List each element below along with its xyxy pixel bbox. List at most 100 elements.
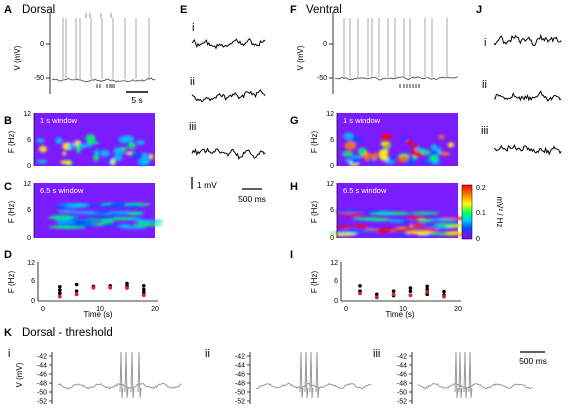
title-dorsal-threshold: Dorsal - threshold xyxy=(22,327,113,339)
k-tick-label-5: -52 xyxy=(235,399,245,406)
colorbar: 0.2 0.1 0 mV² / Hz xyxy=(461,184,504,243)
spectral-patch-29 xyxy=(342,151,354,157)
d-y-tick-6: 6 xyxy=(31,278,35,285)
scale-label-500ms-e: 500 ms xyxy=(238,194,266,204)
panel-label-a: A xyxy=(4,4,12,16)
red-point-0 xyxy=(57,294,62,299)
panel-label-h: H xyxy=(290,181,298,193)
spectral-patch-32 xyxy=(100,149,110,157)
spectral-patch-21 xyxy=(141,152,148,160)
v-axis-label-a: V (mV) xyxy=(13,45,22,70)
f-tick-0-g: 0 xyxy=(330,163,334,170)
spectral-patch-25 xyxy=(380,141,389,146)
panel-a-trace: 0 -50 V (mV) 5 s xyxy=(13,12,156,105)
f-tick-0-h: 0 xyxy=(330,235,334,242)
red-point-2 xyxy=(391,292,396,297)
red-point-3 xyxy=(108,285,113,290)
black-point-0 xyxy=(58,284,62,289)
panel-k-ii: ii -42 -44 -46 -48 -50 -52 xyxy=(205,348,372,406)
panel-k-i: i V (mV) -42 -44 -46 -48 -50 -52 xyxy=(8,348,182,406)
spectral-patch-34 xyxy=(438,134,445,140)
spectral-patch-41 xyxy=(421,149,431,156)
red-point-3 xyxy=(408,293,413,298)
i-x-label: Time (s) xyxy=(385,310,414,319)
panel-label-b: B xyxy=(4,115,12,127)
black-point-2 xyxy=(375,292,379,297)
trace-k-i xyxy=(57,351,182,399)
k-tick-label-1: -44 xyxy=(397,363,407,370)
black-point-9 xyxy=(125,281,129,286)
spectral-streak-1-7 xyxy=(128,211,143,216)
colorbar-tick-0.1: 0.1 xyxy=(476,210,486,217)
k-tick-label-0: -42 xyxy=(397,354,407,361)
spectral-patch-23 xyxy=(113,154,123,162)
spectral-streak-1-9 xyxy=(94,210,111,214)
f-tick-0-b: 0 xyxy=(27,163,31,170)
black-point-10 xyxy=(442,289,446,294)
black-point-4 xyxy=(74,289,79,293)
roman-j-i: i xyxy=(484,37,486,49)
spectral-patch-19 xyxy=(68,142,75,151)
f-tick-6-g: 6 xyxy=(330,137,334,144)
d-x-tick-0: 0 xyxy=(41,306,45,313)
black-point-7 xyxy=(425,284,430,289)
panel-label-j: J xyxy=(476,4,482,16)
spectral-patch-1 xyxy=(380,133,393,140)
trace-e-iii xyxy=(191,147,266,160)
black-point-3 xyxy=(391,289,396,293)
spectral-patch-45 xyxy=(344,141,357,150)
v-tick-50-f: -50 xyxy=(317,75,327,82)
panel-label-g: G xyxy=(290,115,299,127)
roman-e-iii: iii xyxy=(189,121,196,133)
trace-e-i xyxy=(191,37,266,50)
black-point-1 xyxy=(58,288,62,293)
window-label-6s-h: 6.5 s window xyxy=(343,186,387,195)
f-tick-12-h: 12 xyxy=(326,181,334,188)
f-tick-6-b: 6 xyxy=(27,137,31,144)
spectral-streak-3-0 xyxy=(420,228,439,232)
i-x-tick-10: 10 xyxy=(399,306,407,313)
panel-k-iii: iii -42 -44 -46 -48 -50 -52 xyxy=(373,348,533,406)
red-point-4 xyxy=(425,289,430,294)
roman-k-iii: iii xyxy=(373,348,380,360)
title-ventral: Ventral xyxy=(306,4,342,16)
spectral-patch-28 xyxy=(423,158,429,165)
spectrogram-h: 6.5 s window F (Hz) 12 6 0 xyxy=(310,181,469,242)
v-tick-0-a: 0 xyxy=(40,41,44,48)
black-point-5 xyxy=(408,286,413,290)
k-tick-label-2: -46 xyxy=(37,372,47,379)
scatter-i: F (Hz) 12 6 0 0 10 20 Time (s) xyxy=(310,260,462,319)
spectral-streak-4-3 xyxy=(356,231,379,235)
spectral-patch-3 xyxy=(36,159,48,164)
k-tick-label-1: -44 xyxy=(37,363,47,370)
spectral-patch-32 xyxy=(343,132,354,140)
spectral-patch-40 xyxy=(388,156,396,161)
k-tick-label-1: -44 xyxy=(235,363,245,370)
d-y-tick-12: 12 xyxy=(27,260,35,267)
spectral-streak-4-9 xyxy=(120,225,147,230)
scale-label-500ms-k: 500 ms xyxy=(519,356,547,366)
k-v-axis-label: V (mV) xyxy=(15,362,24,387)
window-label-1s-g: 1 s window xyxy=(343,116,381,125)
v-tick-0-f: 0 xyxy=(323,41,327,48)
spike-time-ticks-bottom xyxy=(399,84,420,88)
spectral-streak-4-9 xyxy=(329,232,357,237)
spectral-streak-2-9 xyxy=(84,216,116,220)
k-tick-label-3: -48 xyxy=(235,381,245,388)
spectral-patch-34 xyxy=(130,151,141,159)
v-tick-50-a: -50 xyxy=(34,75,44,82)
spectrogram-b: 1 s window F (Hz) 12 6 0 xyxy=(7,111,155,170)
spectral-streak-3-8 xyxy=(342,228,361,232)
roman-e-ii: ii xyxy=(190,76,195,88)
spectral-patch-28 xyxy=(36,138,45,143)
spectral-streak-1-6 xyxy=(371,217,390,222)
trace-j-ii xyxy=(494,90,562,102)
spectral-streak-4-2 xyxy=(132,223,163,227)
spectral-patch-33 xyxy=(127,141,136,150)
spectral-streak-0-9 xyxy=(64,204,87,209)
spectral-streak-0-0 xyxy=(409,211,440,215)
spectral-streak-4-8 xyxy=(397,233,410,237)
spectral-patch-5 xyxy=(440,151,451,156)
spectral-streak-3-6 xyxy=(133,219,164,223)
k-tick-label-5: -52 xyxy=(397,399,407,406)
